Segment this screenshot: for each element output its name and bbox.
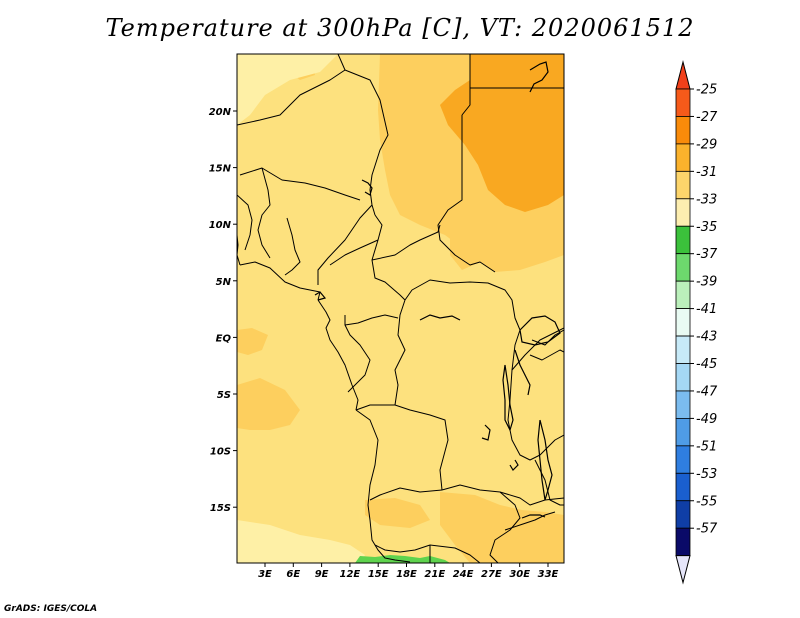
colorbar-swatch [675, 527, 691, 557]
lon-tick-label: 30E [509, 569, 530, 580]
colorbar-label: -53 [696, 467, 717, 482]
colorbar-swatch [675, 88, 691, 117]
field-warm-coast [237, 328, 268, 355]
lat-tick-label: EQ [216, 333, 232, 344]
colorbar-swatch [675, 198, 691, 227]
field-warm-coast-2 [237, 378, 300, 430]
colorbar-label: -51 [696, 439, 717, 454]
colorbar-label: -57 [696, 522, 718, 537]
temperature-field [237, 54, 564, 563]
map-frame [236, 53, 565, 564]
colorbar-swatch [675, 363, 691, 392]
field-warm-central [450, 235, 480, 270]
colorbar-swatch [675, 472, 691, 502]
lon-tick-label: 12E [340, 569, 361, 580]
field-warm-south-patch [365, 498, 430, 528]
lon-tick-label: 3E [258, 569, 272, 580]
lat-tick-label: 20N [209, 107, 232, 118]
lat-tick-label: 15S [210, 503, 231, 514]
colorbar-swatch [675, 308, 691, 337]
field-hot-northeast-2 [545, 54, 564, 85]
lon-tick-label: 18E [396, 569, 417, 580]
field-hot-northeast [440, 54, 564, 212]
latitude-axis: 20N 15N 10N 5N EQ 5S 10S 15S [209, 107, 237, 514]
colorbar-label: -45 [696, 357, 717, 372]
colorbar-label: -41 [696, 302, 717, 317]
colorbar: -25 -27 -29 -31 -33 -35 -37 -39 -41 -43 -45 -47 -49 -… [675, 60, 718, 585]
colorbar-label: -39 [696, 275, 717, 290]
colorbar-swatch [675, 116, 691, 145]
colorbar-swatch [675, 335, 691, 364]
lon-tick-label: 6E [286, 569, 300, 580]
colorbar-label: -35 [696, 220, 717, 235]
colorbar-swatch [675, 225, 691, 255]
colorbar-top-arrow [675, 60, 691, 90]
lat-tick-label: 10S [210, 447, 231, 458]
colorbar-swatch [675, 445, 691, 474]
colorbar-label: -31 [696, 165, 717, 180]
lat-tick-label: 5S [217, 390, 231, 401]
colorbar-swatch [675, 253, 691, 282]
colorbar-bottom-arrow [675, 555, 691, 585]
lon-tick-label: 9E [315, 569, 329, 580]
lat-tick-label: 10N [209, 220, 232, 231]
colorbar-label: -29 [696, 137, 717, 152]
colorbar-label: -43 [696, 330, 717, 345]
field-cool-north [237, 54, 338, 125]
longitude-axis: 3E 6E 9E 12E 15E 18E 21E 24E 27E 30E 33E [258, 563, 559, 580]
colorbar-label: -55 [696, 494, 717, 509]
field-cool-southwest [237, 520, 365, 563]
colorbar-label: -49 [696, 412, 717, 427]
colorbar-label: -37 [696, 247, 718, 262]
lat-tick-label: 5N [216, 277, 232, 288]
colorbar-swatch [675, 417, 691, 447]
lon-tick-label: 33E [538, 569, 559, 580]
map-title: Temperature at 300hPa [C], VT: 202006151… [105, 14, 695, 42]
lat-tick-label: 15N [209, 164, 232, 175]
lon-tick-label: 21E [424, 569, 445, 580]
colorbar-swatch [675, 280, 691, 309]
lon-tick-label: 24E [453, 569, 474, 580]
colorbar-label: -25 [696, 83, 717, 98]
field-warm-south [440, 492, 564, 563]
colorbar-swatch [675, 500, 691, 529]
grads-credit: GrADS: IGES/COLA [4, 604, 98, 614]
lon-tick-label: 15E [368, 569, 389, 580]
lakes-and-coasts [314, 61, 561, 519]
country-borders [237, 54, 564, 563]
field-cold-south [355, 555, 450, 563]
lon-tick-label: 27E [481, 569, 502, 580]
colorbar-swatch [675, 170, 691, 200]
colorbar-label: -27 [696, 110, 718, 125]
colorbar-label: -33 [696, 192, 717, 207]
colorbar-swatch [675, 143, 691, 172]
colorbar-label: -47 [696, 384, 718, 399]
colorbar-swatch [675, 390, 691, 419]
